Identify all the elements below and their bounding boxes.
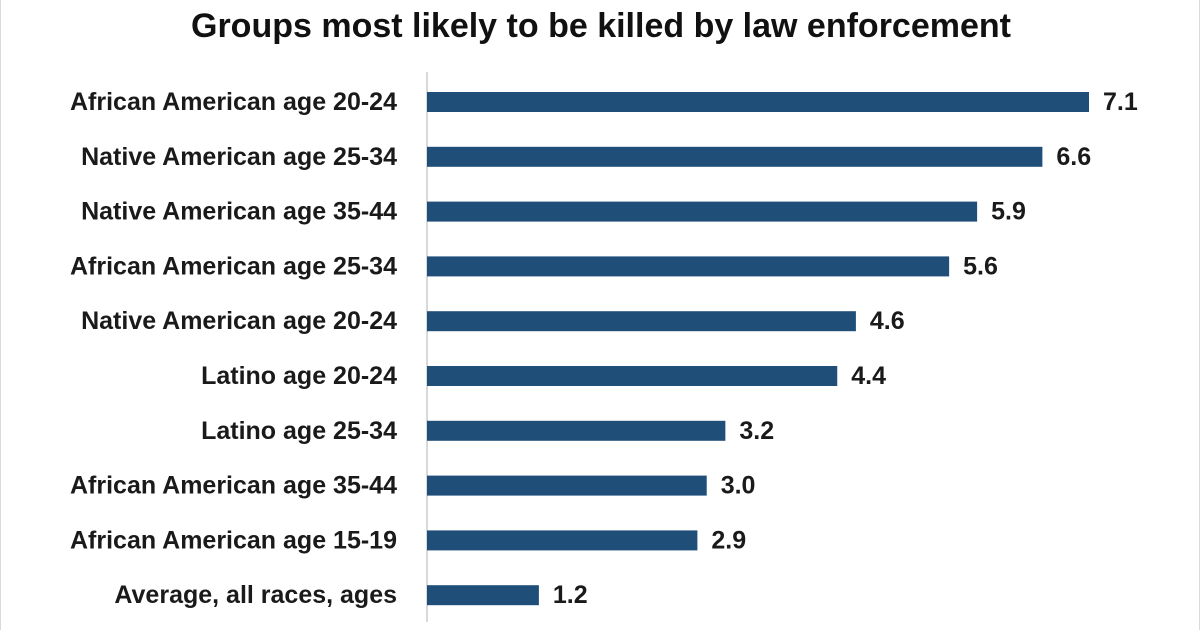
value-label: 7.1 xyxy=(1103,88,1138,116)
value-label: 6.6 xyxy=(1056,143,1091,171)
value-label: 5.9 xyxy=(991,198,1026,226)
bars-group: African American age 20-24 7.1 Native Amer… xyxy=(70,88,1138,609)
bar xyxy=(427,475,707,496)
category-label: African American age 20-24 xyxy=(70,88,397,116)
bar xyxy=(427,256,950,277)
value-label: 4.4 xyxy=(851,362,886,390)
category-label: African American age 25-34 xyxy=(70,252,397,280)
category-label: African American age 35-44 xyxy=(70,472,397,500)
value-label: 3.2 xyxy=(739,417,774,445)
value-label: 2.9 xyxy=(711,526,746,554)
bar xyxy=(427,311,856,332)
value-label: 5.6 xyxy=(963,252,998,280)
bar xyxy=(427,585,539,606)
category-label: Native American age 20-24 xyxy=(81,307,397,335)
bar xyxy=(427,146,1043,167)
bar xyxy=(427,201,978,222)
value-label: 4.6 xyxy=(870,307,905,335)
chart-title: Groups most likely to be killed by law e… xyxy=(191,7,1011,45)
category-label: Native American age 35-44 xyxy=(81,198,397,226)
bar xyxy=(427,92,1089,112)
category-label: African American age 15-19 xyxy=(70,526,397,554)
value-label: 1.2 xyxy=(553,581,588,609)
category-label: Native American age 25-34 xyxy=(81,143,397,171)
category-label: Latino age 25-34 xyxy=(201,417,397,445)
bar xyxy=(427,530,698,551)
value-label: 3.0 xyxy=(721,472,756,500)
bar xyxy=(427,366,838,386)
category-label: Average, all races, ages xyxy=(114,581,397,609)
bar xyxy=(427,420,726,441)
category-label: Latino age 20-24 xyxy=(201,362,397,390)
